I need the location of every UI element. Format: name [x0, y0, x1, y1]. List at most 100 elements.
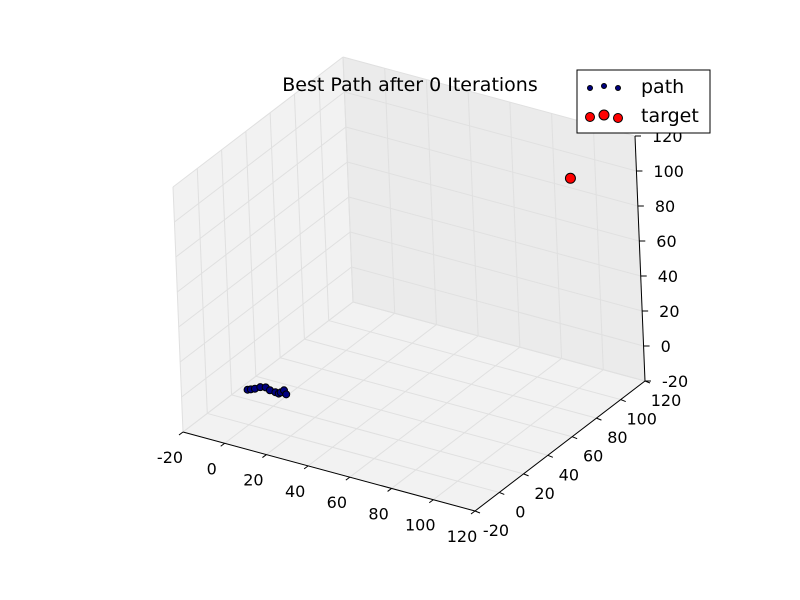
y-tick-label: 20 [534, 484, 554, 503]
legend-target-dot [613, 113, 623, 123]
y-tick-label: 80 [607, 428, 627, 447]
axis-lines [182, 135, 646, 512]
grid-line-z-left [175, 126, 347, 258]
x-tick [470, 510, 476, 515]
z-axis-line [634, 135, 646, 382]
x-tick [178, 431, 184, 436]
z-tick-label: 20 [659, 302, 679, 321]
legend-path-dot [587, 85, 593, 91]
z-tick-label: 100 [653, 162, 684, 181]
legend-box [576, 69, 711, 134]
y-tick [474, 510, 481, 514]
data-points [243, 172, 576, 399]
grid-line-y-floor [304, 338, 597, 419]
y-tick [596, 417, 602, 421]
grid-line-y-floor [328, 320, 621, 401]
grid-line-y-left [221, 149, 233, 395]
grid-line-y-left [342, 56, 354, 303]
x-tick [345, 476, 351, 481]
grid-line-x-floor [432, 369, 604, 501]
y-tick-label: 100 [626, 410, 657, 429]
z-tick-label: 40 [658, 267, 678, 286]
legend-target-dot [585, 112, 595, 122]
x-tick-label: 40 [285, 482, 305, 501]
grid-line-x-back [467, 90, 479, 336]
grid-line-x-floor [391, 358, 562, 489]
grid-line-z-left [176, 161, 348, 293]
chart-title: Best Path after 0 Iterations [282, 74, 538, 96]
grid-line-x-back [384, 68, 396, 314]
grid-line-y-floor [207, 412, 500, 493]
grid-line-y-left [196, 168, 208, 414]
grid-line-z-left [178, 196, 350, 328]
tick-marks [178, 135, 651, 515]
y-tick [571, 436, 578, 440]
y-tick [547, 454, 554, 458]
y-tick [523, 473, 529, 477]
x-tick-label: 80 [368, 504, 388, 523]
grid-line-y-floor [255, 375, 548, 456]
x-tick [428, 499, 434, 504]
floor-pane [183, 302, 645, 511]
z-tick-label: -20 [662, 372, 688, 391]
back-pane [343, 57, 645, 381]
grid-line-y-left [269, 112, 281, 358]
y-tick-label: -20 [483, 521, 509, 540]
z-tick-label: 60 [656, 232, 676, 251]
grid-line-x-floor [266, 324, 437, 455]
grid-line-z-left [182, 301, 354, 433]
grid-line-z-left [179, 231, 351, 363]
legend-path-label: path [641, 76, 684, 98]
y-tick-label: 0 [515, 502, 525, 521]
grid-line-y-left [172, 186, 184, 433]
grid-line-y-left [318, 75, 330, 321]
x-tick-label: 0 [207, 459, 217, 478]
x-tick [220, 442, 226, 447]
grid-line-z-back [352, 301, 646, 382]
grid-line-z-back [347, 161, 640, 242]
grid-line-z-left [172, 56, 344, 188]
grid-line-z-back [345, 126, 638, 207]
grid-line-x-back [592, 124, 604, 370]
x-axis-line [182, 431, 476, 512]
grid-line-x-back [425, 79, 437, 325]
x-tick-label: 60 [327, 493, 347, 512]
x-tick [303, 465, 309, 470]
legend-target-dot [598, 109, 610, 121]
y-tick-label: 60 [583, 447, 603, 466]
z-tick-label: 0 [661, 337, 671, 356]
grid-line-z-back [348, 196, 641, 277]
z-tick-label: 80 [655, 197, 675, 216]
grid-line-x-back [551, 113, 563, 359]
grid-line-z-back [350, 231, 643, 312]
y-tick [499, 491, 505, 495]
grid-line-x-floor [307, 335, 479, 467]
grid-line-z-left [181, 266, 352, 398]
grid-line-y-left [245, 131, 257, 377]
legend-path-dot [615, 85, 621, 91]
grid-line-z-back [351, 266, 644, 347]
left-pane [173, 57, 353, 432]
legend-path-dot [601, 83, 607, 89]
target-point [564, 172, 576, 184]
axis-panes [173, 57, 645, 511]
grid-line-z-left [174, 91, 345, 223]
grid-line-x-floor [224, 312, 396, 444]
grid-lines [172, 56, 646, 512]
y-tick [620, 399, 626, 403]
grid-line-y-floor [231, 394, 524, 475]
legend-path-marker [587, 83, 621, 91]
y-axis-line [474, 380, 646, 512]
x-tick [387, 488, 392, 492]
grid-line-y-floor [280, 357, 573, 438]
x-tick-label: 100 [405, 516, 436, 535]
legend-target-marker [585, 109, 623, 123]
x-tick-label: 120 [447, 527, 478, 546]
grid-line-y-left [293, 94, 305, 340]
grid-line-z-back [344, 91, 637, 172]
y-tick-label: 40 [559, 465, 579, 484]
legend: path target [576, 69, 711, 134]
x-tick [262, 454, 267, 458]
grid-line-x-back [509, 102, 521, 348]
